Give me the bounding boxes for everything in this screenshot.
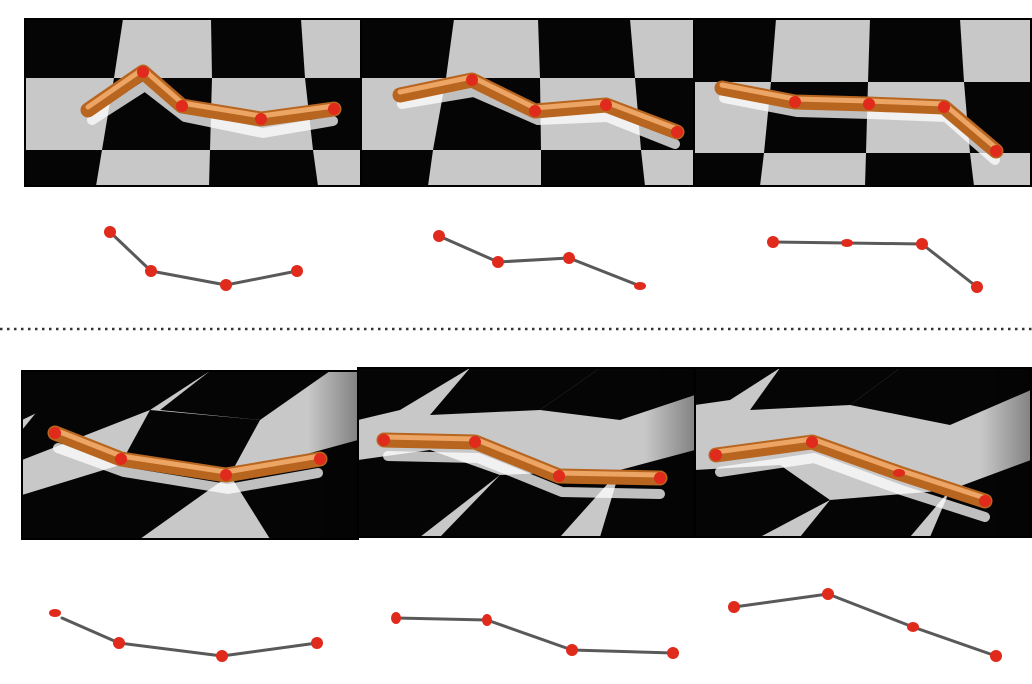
joint-marker xyxy=(314,453,326,465)
skeleton-node xyxy=(566,644,578,656)
rod-shadow xyxy=(383,451,665,499)
rod xyxy=(47,425,328,483)
rod-joints xyxy=(49,427,326,481)
panel-border xyxy=(694,367,1032,538)
rod xyxy=(708,434,993,509)
joint-marker xyxy=(789,96,801,108)
skeleton-node xyxy=(728,601,740,613)
rod-shadow xyxy=(53,443,323,494)
panel-border xyxy=(693,18,1032,187)
joint-marker xyxy=(466,74,478,86)
joint-marker xyxy=(255,113,267,125)
skeleton-top-3 xyxy=(767,236,983,293)
skeleton-bottom-3 xyxy=(728,588,1002,662)
skeleton-node xyxy=(841,239,853,247)
rod-shadow xyxy=(715,453,990,522)
checkerboard-floor xyxy=(25,19,361,186)
skeleton-node xyxy=(145,265,157,277)
skeleton-node xyxy=(971,281,983,293)
skeleton-node xyxy=(49,609,61,617)
skeleton-node xyxy=(216,650,228,662)
joint-marker xyxy=(115,453,127,465)
skeleton-top-2 xyxy=(433,230,646,290)
joint-marker xyxy=(938,101,950,113)
joint-marker xyxy=(378,434,390,446)
rod-shadow xyxy=(397,87,680,149)
skeleton-node xyxy=(907,622,919,632)
render-panel-bottom-2 xyxy=(357,367,696,538)
rod-joints xyxy=(137,66,340,125)
bottom-row xyxy=(21,367,1032,662)
skeleton-node xyxy=(492,256,504,268)
skeleton-node xyxy=(634,282,646,290)
joint-marker xyxy=(49,427,61,439)
joint-marker xyxy=(553,470,565,482)
skeleton-node xyxy=(391,612,401,624)
skeleton-bottom-2 xyxy=(391,612,679,659)
skeleton-node xyxy=(113,637,125,649)
joint-marker xyxy=(979,495,991,507)
joint-marker xyxy=(529,105,541,117)
joint-marker xyxy=(893,469,905,477)
joint-marker xyxy=(710,449,722,461)
skeleton-top-1 xyxy=(104,226,303,291)
rod-shadow xyxy=(87,81,338,138)
skeleton-node xyxy=(311,637,323,649)
joint-marker xyxy=(600,99,612,111)
joint-marker xyxy=(137,66,149,78)
joint-marker xyxy=(654,472,666,484)
render-panel-bottom-3 xyxy=(694,367,1032,538)
skeleton-node xyxy=(433,230,445,242)
joint-marker xyxy=(220,469,232,481)
skeleton-bottom-1 xyxy=(49,609,323,662)
joint-marker xyxy=(671,126,683,138)
joint-marker xyxy=(469,436,481,448)
skeleton-node xyxy=(563,252,575,264)
render-panel-top-2 xyxy=(360,18,695,187)
rod-joints xyxy=(378,434,666,484)
skeleton-node xyxy=(482,614,492,626)
joint-marker xyxy=(176,100,188,112)
rod xyxy=(376,432,668,486)
rod-joints xyxy=(466,74,683,138)
joint-marker xyxy=(806,436,818,448)
skeleton-node xyxy=(990,650,1002,662)
skeleton-node xyxy=(220,279,232,291)
joint-marker xyxy=(328,103,340,115)
joint-marker xyxy=(863,98,875,110)
render-panel-top-3 xyxy=(693,18,1032,187)
skeleton-node xyxy=(822,588,834,600)
skeleton-node xyxy=(916,238,928,250)
render-panel-bottom-1 xyxy=(21,370,359,540)
render-panel-top-1 xyxy=(24,18,362,187)
skeleton-node xyxy=(104,226,116,238)
skeleton-node xyxy=(767,236,779,248)
rod-joints xyxy=(710,436,991,507)
skeleton-node xyxy=(667,647,679,659)
top-row xyxy=(24,18,1032,293)
joint-marker xyxy=(990,145,1002,157)
skeleton-node xyxy=(291,265,303,277)
rod-joints xyxy=(789,96,1002,157)
